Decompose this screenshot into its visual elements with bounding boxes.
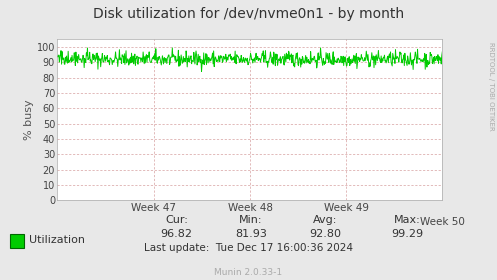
Text: 99.29: 99.29 [392, 229, 423, 239]
Text: 81.93: 81.93 [235, 229, 267, 239]
Text: Last update:  Tue Dec 17 16:00:36 2024: Last update: Tue Dec 17 16:00:36 2024 [144, 243, 353, 253]
Text: Week 50: Week 50 [420, 217, 465, 227]
Text: Munin 2.0.33-1: Munin 2.0.33-1 [214, 268, 283, 277]
Text: Max:: Max: [394, 215, 421, 225]
Text: 96.82: 96.82 [161, 229, 192, 239]
Text: Min:: Min: [239, 215, 263, 225]
Text: 92.80: 92.80 [310, 229, 341, 239]
Y-axis label: % busy: % busy [24, 99, 34, 140]
Text: Disk utilization for /dev/nvme0n1 - by month: Disk utilization for /dev/nvme0n1 - by m… [93, 7, 404, 21]
Text: Utilization: Utilization [29, 235, 85, 245]
Text: Avg:: Avg: [313, 215, 338, 225]
Text: Cur:: Cur: [165, 215, 188, 225]
Text: RRDTOOL / TOBI OETIKER: RRDTOOL / TOBI OETIKER [488, 43, 494, 131]
